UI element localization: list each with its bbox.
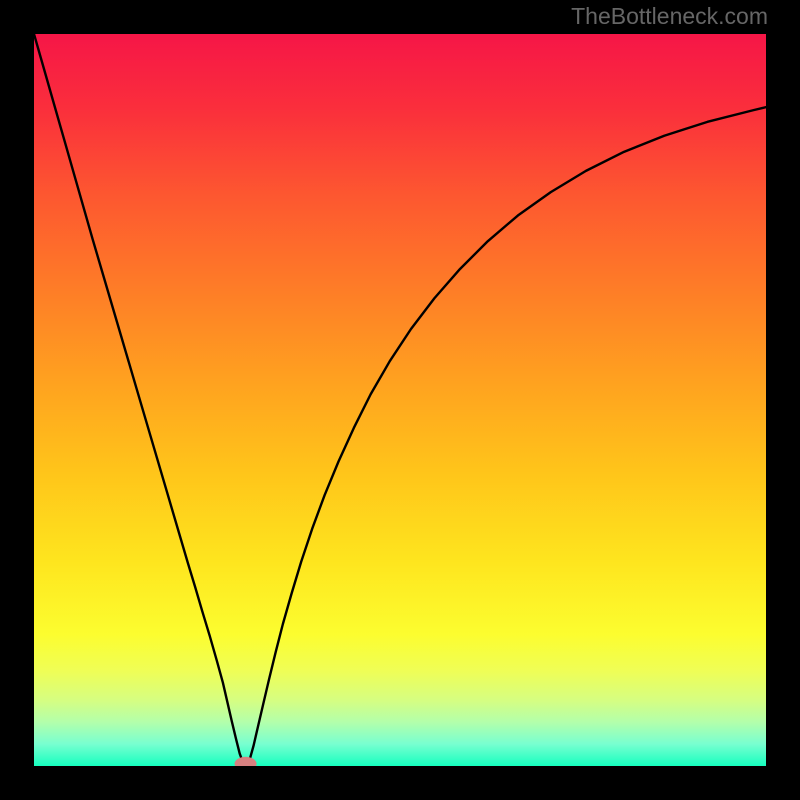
plot-frame bbox=[0, 766, 800, 800]
bottleneck-curve bbox=[34, 34, 766, 766]
optimum-marker bbox=[235, 757, 257, 766]
plot-frame bbox=[0, 0, 34, 800]
plot-frame bbox=[766, 0, 800, 800]
watermark-text: TheBottleneck.com bbox=[571, 3, 768, 30]
